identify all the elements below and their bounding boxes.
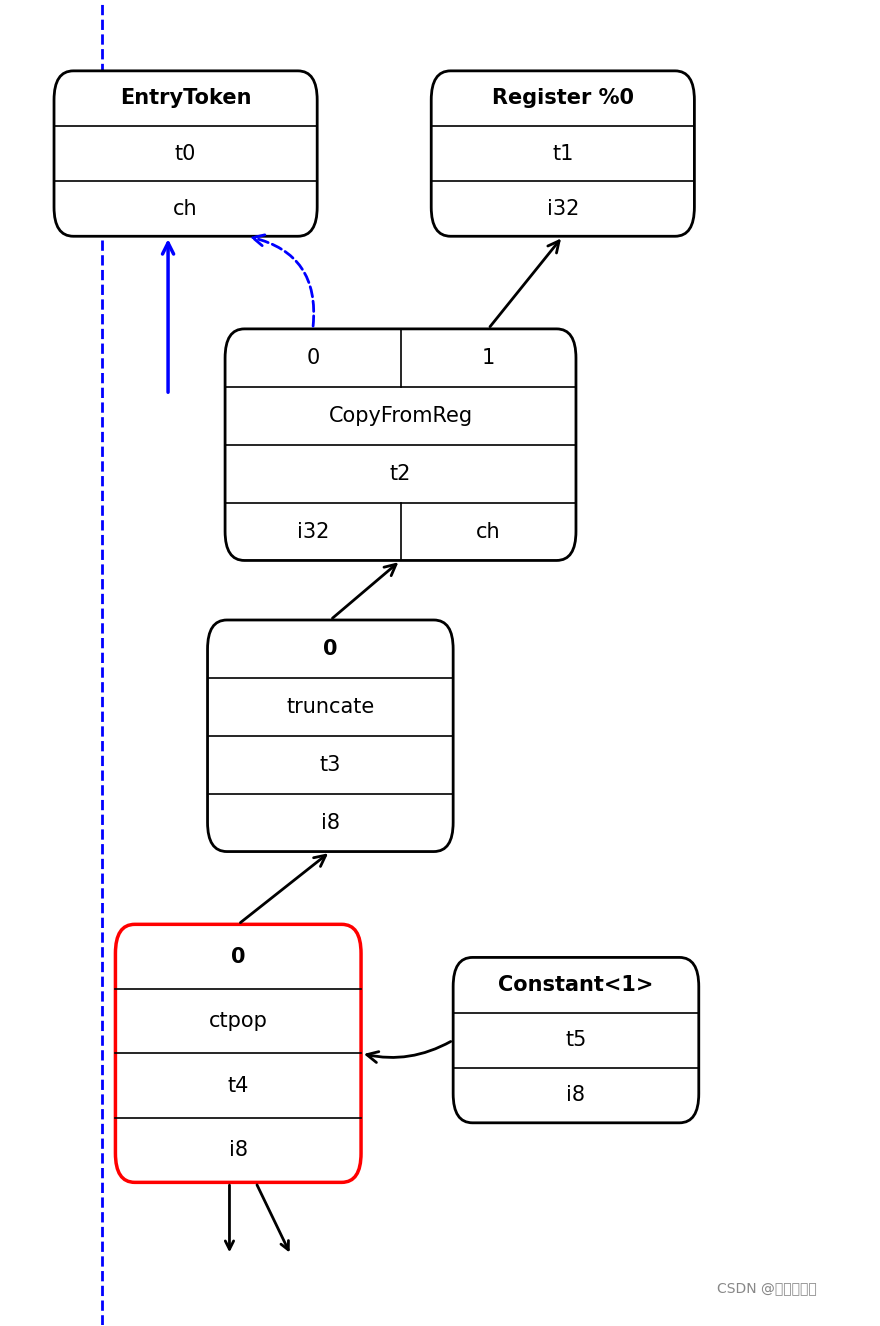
Text: t2: t2 [390, 464, 411, 484]
FancyBboxPatch shape [225, 329, 576, 561]
Text: 0: 0 [306, 347, 319, 367]
Text: CSDN @编码练习生: CSDN @编码练习生 [717, 1281, 818, 1296]
Text: 0: 0 [231, 947, 246, 967]
Text: EntryToken: EntryToken [120, 89, 252, 109]
FancyBboxPatch shape [453, 957, 699, 1123]
Text: Register %0: Register %0 [492, 89, 634, 109]
Text: ctpop: ctpop [209, 1012, 268, 1032]
Text: ch: ch [476, 521, 501, 541]
Text: truncate: truncate [286, 697, 375, 717]
Text: i32: i32 [546, 199, 579, 219]
FancyBboxPatch shape [208, 621, 453, 851]
FancyBboxPatch shape [115, 924, 361, 1183]
Text: Constant<1>: Constant<1> [498, 975, 654, 994]
Text: 0: 0 [323, 639, 338, 659]
Text: CopyFromReg: CopyFromReg [328, 406, 473, 426]
Text: i8: i8 [321, 813, 340, 833]
Text: 1: 1 [481, 347, 495, 367]
Text: t4: t4 [228, 1075, 249, 1095]
Text: i32: i32 [297, 521, 329, 541]
Text: i8: i8 [567, 1085, 585, 1106]
Text: ch: ch [173, 199, 198, 219]
FancyBboxPatch shape [54, 70, 317, 236]
Text: t5: t5 [565, 1030, 587, 1050]
Text: i8: i8 [229, 1140, 248, 1160]
Text: t0: t0 [175, 143, 196, 163]
Text: t3: t3 [319, 754, 341, 774]
Text: t1: t1 [552, 143, 574, 163]
FancyBboxPatch shape [431, 70, 694, 236]
